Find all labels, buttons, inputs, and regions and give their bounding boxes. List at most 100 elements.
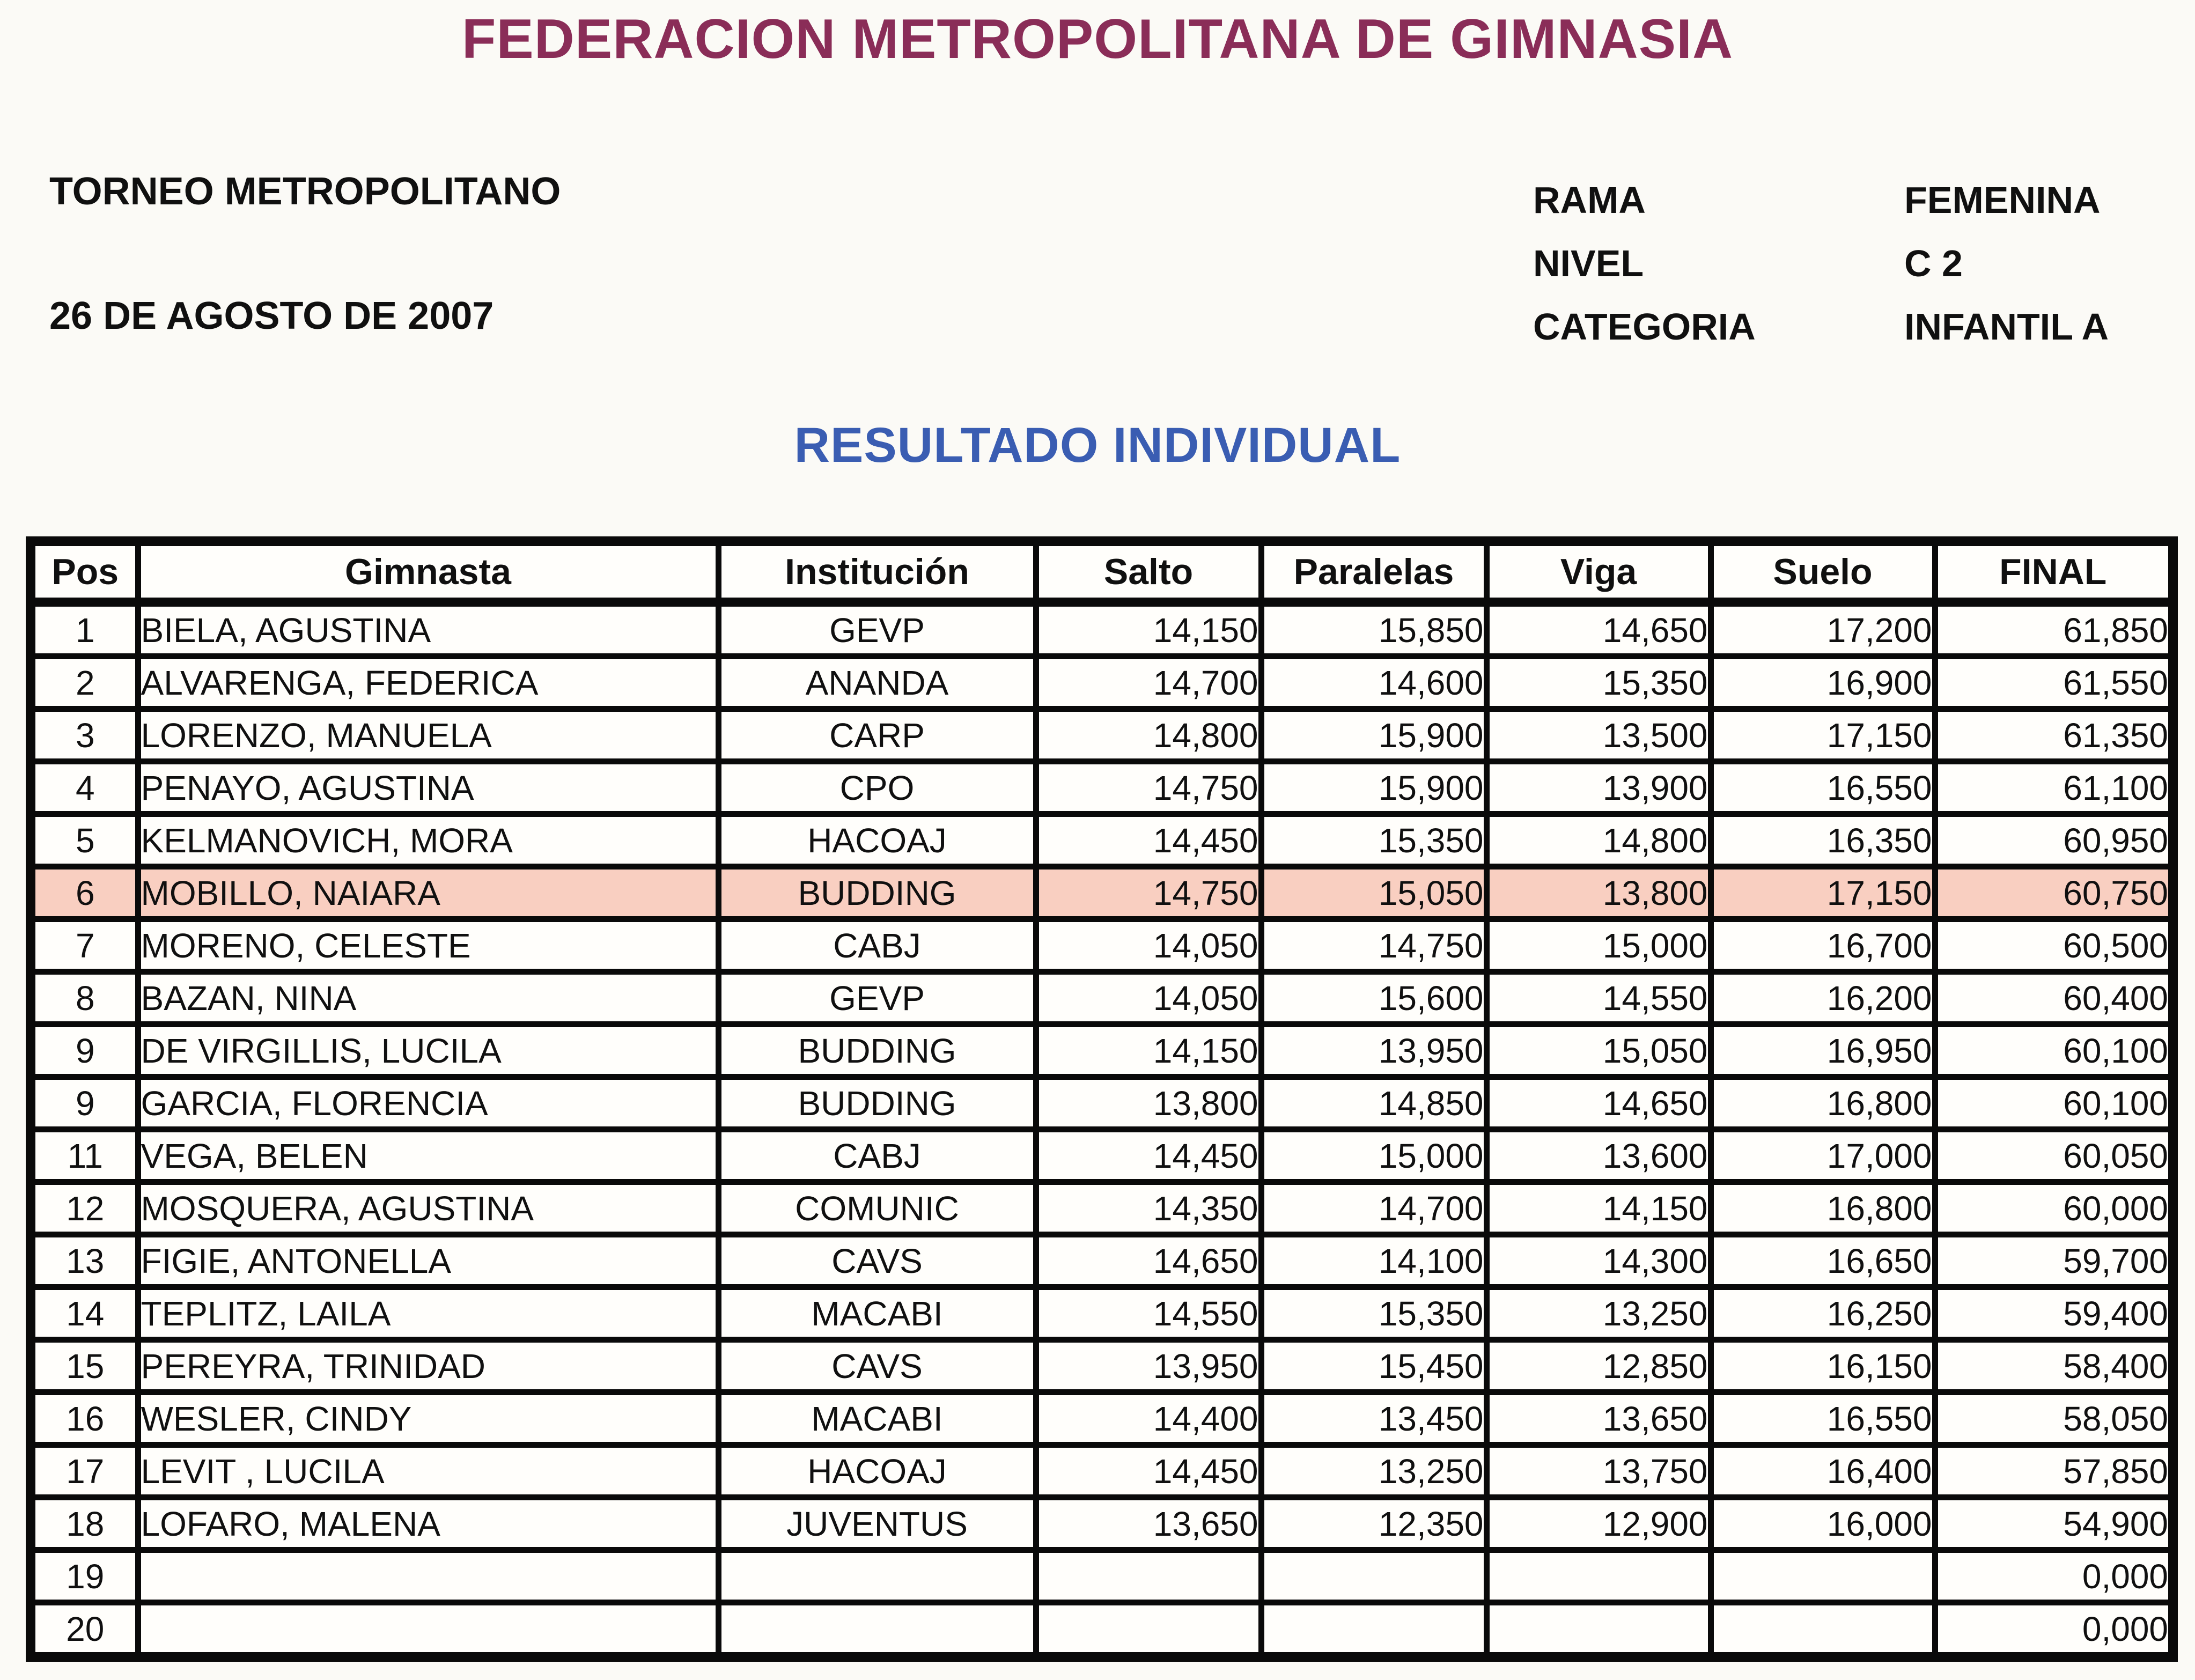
cell-final: 0,000	[1932, 1600, 2176, 1660]
cell-suelo: 16,150	[1707, 1337, 1938, 1395]
cell-final: 60,750	[1932, 864, 2176, 922]
cell-institucion: CPO	[715, 758, 1039, 817]
cell-viga	[1483, 1600, 1714, 1660]
meta-row-rama: RAMA FEMENINA	[1533, 181, 2109, 219]
column-header-final: FINAL	[1932, 538, 2176, 607]
cell-institucion: JUVENTUS	[715, 1494, 1039, 1553]
table-row: 20 0,000	[27, 1600, 2176, 1660]
section-title: RESULTADO INDIVIDUAL	[794, 418, 1401, 473]
cell-salto	[1033, 1600, 1264, 1660]
cell-institucion: CAVS	[715, 1232, 1039, 1290]
cell-paralelas: 15,350	[1258, 1284, 1490, 1343]
cell-paralelas	[1258, 1600, 1490, 1660]
results-tbody: 1 BIELA, AGUSTINA GEVP 14,150 15,850 14,650 17…	[27, 599, 2176, 1660]
cell-gimnasta: LOFARO, MALENA	[135, 1494, 721, 1553]
table-row: 19 0,000	[27, 1547, 2176, 1605]
column-header-suelo: Suelo	[1707, 538, 1938, 607]
meta-value-rama: FEMENINA	[1904, 179, 2101, 221]
cell-paralelas: 14,700	[1258, 1179, 1490, 1237]
cell-salto: 14,400	[1033, 1389, 1264, 1448]
table-row: 5 KELMANOVICH, MORA HACOAJ 14,450 15,350 14,8…	[27, 811, 2176, 870]
cell-institucion: HACOAJ	[715, 1442, 1039, 1500]
cell-gimnasta: GARCIA, FLORENCIA	[135, 1074, 721, 1132]
cell-viga: 13,250	[1483, 1284, 1714, 1343]
cell-salto: 14,050	[1033, 916, 1264, 975]
meta-label-categoria: CATEGORIA	[1533, 306, 1756, 348]
cell-final: 58,400	[1932, 1337, 2176, 1395]
results-table: Pos Gimnasta Institución Salto Paralelas…	[26, 536, 2178, 1662]
cell-paralelas: 13,250	[1258, 1442, 1490, 1500]
cell-gimnasta: ALVARENGA, FEDERICA	[135, 653, 721, 712]
table-row: 9 DE VIRGILLIS, LUCILA BUDDING 14,150 13,950…	[27, 1021, 2176, 1080]
table-row: 13 FIGIE, ANTONELLA CAVS 14,650 14,100 14,300…	[27, 1232, 2176, 1290]
cell-paralelas: 14,600	[1258, 653, 1490, 712]
cell-gimnasta: BAZAN, NINA	[135, 969, 721, 1027]
cell-gimnasta: TEPLITZ, LAILA	[135, 1284, 721, 1343]
cell-pos: 12	[27, 1179, 141, 1237]
cell-final: 61,350	[1932, 706, 2176, 764]
cell-final: 58,050	[1932, 1389, 2176, 1448]
cell-salto: 14,700	[1033, 653, 1264, 712]
cell-salto: 13,950	[1033, 1337, 1264, 1395]
cell-final: 59,400	[1932, 1284, 2176, 1343]
cell-viga: 13,750	[1483, 1442, 1714, 1500]
cell-pos: 15	[27, 1337, 141, 1395]
cell-suelo: 16,000	[1707, 1494, 1938, 1553]
cell-final: 61,850	[1932, 599, 2176, 659]
cell-viga	[1483, 1547, 1714, 1605]
cell-pos: 16	[27, 1389, 141, 1448]
column-header-viga: Viga	[1483, 538, 1714, 607]
cell-paralelas	[1258, 1547, 1490, 1605]
table-row: 1 BIELA, AGUSTINA GEVP 14,150 15,850 14,650 17…	[27, 599, 2176, 659]
cell-pos: 7	[27, 916, 141, 975]
cell-final: 54,900	[1932, 1494, 2176, 1553]
cell-final: 0,000	[1932, 1547, 2176, 1605]
cell-suelo: 16,550	[1707, 1389, 1938, 1448]
cell-suelo: 16,550	[1707, 758, 1938, 817]
cell-salto: 13,650	[1033, 1494, 1264, 1553]
table-row: 9 GARCIA, FLORENCIA BUDDING 13,800 14,850 14,…	[27, 1074, 2176, 1132]
cell-final: 61,550	[1932, 653, 2176, 712]
cell-salto: 14,450	[1033, 811, 1264, 870]
cell-institucion: GEVP	[715, 599, 1039, 659]
cell-salto: 14,450	[1033, 1442, 1264, 1500]
cell-institucion: BUDDING	[715, 1021, 1039, 1080]
cell-pos: 18	[27, 1494, 141, 1553]
cell-pos: 20	[27, 1600, 141, 1660]
cell-final: 60,100	[1932, 1021, 2176, 1080]
cell-viga: 15,050	[1483, 1021, 1714, 1080]
cell-institucion: COMUNIC	[715, 1179, 1039, 1237]
meta-label-rama: RAMA	[1533, 179, 1646, 221]
cell-final: 60,100	[1932, 1074, 2176, 1132]
cell-final: 60,050	[1932, 1126, 2176, 1185]
cell-institucion	[715, 1547, 1039, 1605]
cell-viga: 13,500	[1483, 706, 1714, 764]
meta-block: RAMA FEMENINA NIVEL C 2 CATEGORIA INFANT…	[1533, 181, 2109, 371]
cell-institucion: MACABI	[715, 1389, 1039, 1448]
cell-viga: 14,650	[1483, 599, 1714, 659]
cell-institucion: CABJ	[715, 1126, 1039, 1185]
cell-gimnasta: MOSQUERA, AGUSTINA	[135, 1179, 721, 1237]
cell-suelo: 16,700	[1707, 916, 1938, 975]
cell-pos: 6	[27, 864, 141, 922]
cell-suelo: 17,200	[1707, 599, 1938, 659]
column-header-gimnasta: Gimnasta	[135, 538, 721, 607]
cell-salto: 14,650	[1033, 1232, 1264, 1290]
cell-paralelas: 14,100	[1258, 1232, 1490, 1290]
cell-institucion: BUDDING	[715, 1074, 1039, 1132]
cell-pos: 13	[27, 1232, 141, 1290]
cell-gimnasta: KELMANOVICH, MORA	[135, 811, 721, 870]
table-row: 14 TEPLITZ, LAILA MACABI 14,550 15,350 13,250…	[27, 1284, 2176, 1343]
cell-gimnasta: LEVIT , LUCILA	[135, 1442, 721, 1500]
cell-gimnasta: FIGIE, ANTONELLA	[135, 1232, 721, 1290]
cell-final: 59,700	[1932, 1232, 2176, 1290]
cell-institucion: MACABI	[715, 1284, 1039, 1343]
meta-row-nivel: NIVEL C 2	[1533, 245, 2109, 282]
cell-salto: 14,550	[1033, 1284, 1264, 1343]
cell-pos: 2	[27, 653, 141, 712]
cell-institucion	[715, 1600, 1039, 1660]
cell-gimnasta	[135, 1600, 721, 1660]
table-row: 3 LORENZO, MANUELA CARP 14,800 15,900 13,500 1…	[27, 706, 2176, 764]
table-row: 7 MORENO, CELESTE CABJ 14,050 14,750 15,000 16…	[27, 916, 2176, 975]
